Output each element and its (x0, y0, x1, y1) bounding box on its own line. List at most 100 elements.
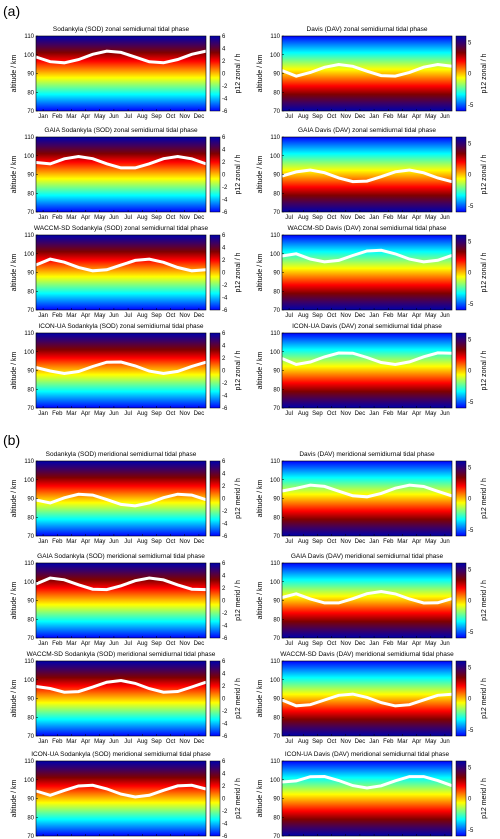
colorbar-tick-label: 4 (222, 344, 226, 350)
colorbar-tick-label: 6 (222, 459, 226, 465)
chart-panel-7: ICON-UA Davis (DAV) zonal semidiurnal ti… (257, 323, 488, 417)
x-tick-label: Mar (397, 539, 407, 545)
x-tick-label: Apr (81, 739, 90, 745)
colorbar (209, 562, 221, 639)
x-tick-label: Oct (166, 114, 176, 120)
heatmap-field (36, 661, 206, 736)
y-axis-label: altitude / km (11, 54, 18, 92)
y-tick-label: 90 (27, 697, 34, 703)
x-tick-label: Nov (179, 739, 190, 745)
colorbar-tick-label: -4 (222, 722, 228, 728)
phase-wrap-contour (281, 692, 453, 708)
colorbar-tick-label: 2 (222, 784, 226, 790)
x-tick-label: Dec (194, 215, 205, 221)
y-tick-label: 80 (27, 515, 34, 521)
x-tick-label: Jul (285, 539, 293, 545)
x-tick-label: Oct (327, 215, 337, 221)
heatmap-field (36, 235, 206, 310)
chart-title: GAIA Davis (DAV) zonal semidiurnal tidal… (298, 127, 436, 134)
x-tick-label: Nov (179, 641, 190, 647)
chart-panel-0: Sodankyla (SOD) zonal semidiurnal tidal … (11, 26, 242, 120)
x-tick-label: Aug (298, 114, 309, 120)
colorbar-label: p12 merid / h (235, 580, 242, 621)
x-tick-label: Nov (340, 313, 351, 319)
chart-panel-9: Davis (DAV) meridional semidiurnal tidal… (257, 451, 488, 545)
x-tick-label: May (425, 539, 436, 545)
colorbar-tick-label: 4 (222, 672, 226, 678)
y-tick-label: 80 (27, 387, 34, 393)
x-tick-label: May (94, 411, 105, 417)
y-tick-label: 100 (270, 478, 281, 484)
colorbar-tick-label: -5 (468, 728, 474, 734)
y-tick-label: 90 (27, 797, 34, 803)
x-tick-label: May (425, 313, 436, 319)
x-tick-label: Jun (440, 215, 450, 221)
x-tick-label: Jun (109, 114, 119, 120)
x-tick-label: Sep (312, 114, 323, 120)
colorbar (455, 332, 467, 409)
y-tick-label: 70 (27, 534, 34, 540)
y-tick-label: 110 (24, 135, 34, 141)
y-tick-label: 80 (27, 815, 34, 821)
colorbar-tick-label: -5 (468, 828, 474, 834)
y-tick-label: 80 (273, 515, 280, 521)
colorbar-tick-label: 6 (222, 759, 226, 765)
chart-panel-10: GAIA Sodankyla (SOD) meridional semidiur… (11, 553, 242, 647)
x-tick-label: Mar (66, 411, 76, 417)
y-tick-label: 80 (273, 715, 280, 721)
x-tick-label: Mar (397, 215, 407, 221)
x-tick-label: Dec (355, 411, 366, 417)
colorbar-tick-label: 2 (222, 586, 226, 592)
y-tick-label: 110 (24, 331, 34, 337)
y-tick-label: 110 (270, 233, 280, 239)
colorbar-tick-label: 5 (468, 765, 472, 771)
y-tick-label: 70 (273, 534, 280, 540)
x-tick-label: Aug (137, 641, 148, 647)
y-axis-label: altitude / km (11, 253, 18, 291)
x-tick-label: Aug (137, 114, 148, 120)
x-tick-label: Aug (137, 739, 148, 745)
x-tick-label: Jul (285, 739, 293, 745)
y-tick-label: 110 (24, 233, 34, 239)
y-tick-label: 70 (273, 406, 280, 412)
phase-wrap-contour (35, 257, 207, 273)
x-tick-label: Jul (124, 411, 132, 417)
x-tick-label: Jun (440, 539, 450, 545)
colorbar-tick-label: -4 (222, 394, 228, 400)
heatmap-field (36, 36, 206, 111)
x-tick-label: May (94, 539, 105, 545)
x-tick-label: Jan (38, 215, 48, 221)
colorbar-tick-label: 0 (222, 599, 226, 605)
y-tick-label: 70 (273, 636, 280, 642)
x-tick-label: Jan (369, 739, 379, 745)
x-tick-label: Mar (397, 411, 407, 417)
x-tick-label: Feb (52, 411, 63, 417)
colorbar-tick-label: 2 (222, 59, 226, 65)
y-tick-label: 100 (24, 478, 35, 484)
x-tick-label: Feb (383, 215, 394, 221)
x-tick-label: Dec (355, 215, 366, 221)
x-tick-label: May (425, 114, 436, 120)
heatmap-field (36, 761, 206, 836)
chart-title: ICON-UA Sodankyla (SOD) zonal semidiurna… (38, 323, 203, 330)
y-tick-label: 80 (273, 191, 280, 197)
chart-panel-11: GAIA Davis (DAV) meridional semidiurnal … (257, 553, 488, 647)
x-tick-label: May (425, 739, 436, 745)
x-tick-label: Jan (38, 641, 48, 647)
colorbar-tick-label: 6 (222, 561, 226, 567)
chart-title: GAIA Sodankyla (SOD) zonal semidiurnal t… (44, 127, 198, 134)
colorbar-label: p12 zonal / h (481, 53, 488, 93)
x-tick-label: Apr (412, 641, 421, 647)
x-tick-label: Apr (412, 539, 421, 545)
colorbar-tick-label: -2 (222, 509, 228, 515)
colorbar-tick-label: 2 (222, 356, 226, 362)
y-tick-label: 90 (273, 697, 280, 703)
x-tick-label: Feb (52, 739, 63, 745)
x-tick-label: Mar (66, 739, 76, 745)
colorbar-tick-label: -5 (468, 204, 474, 210)
x-tick-label: Feb (383, 411, 394, 417)
y-tick-label: 100 (24, 580, 35, 586)
colorbar-tick-label: 0 (468, 599, 472, 605)
colorbar-tick-label: 0 (468, 369, 472, 375)
x-tick-label: Nov (179, 313, 190, 319)
